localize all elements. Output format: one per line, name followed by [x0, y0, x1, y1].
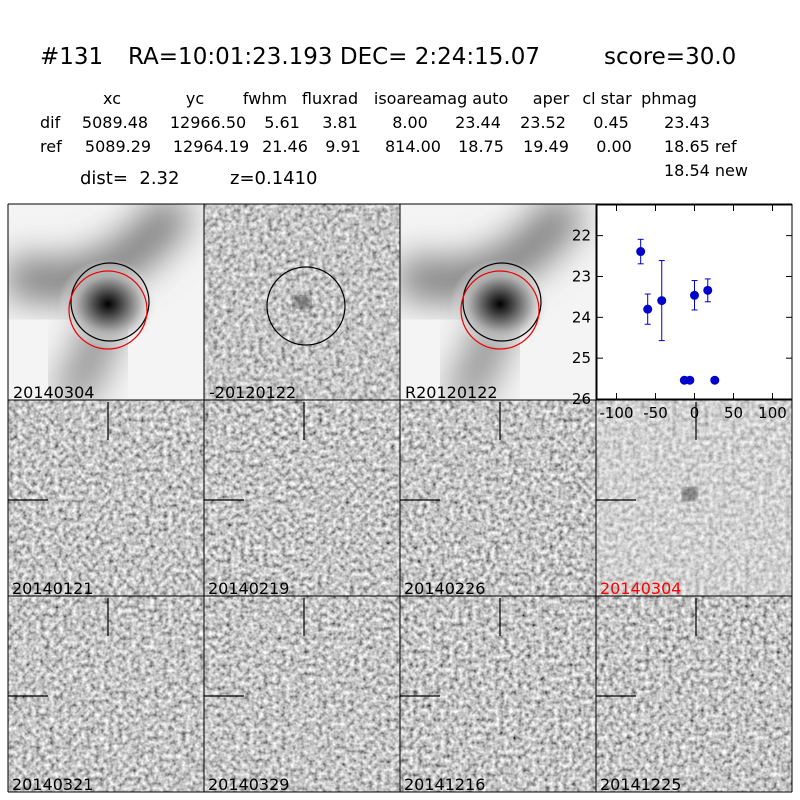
point [685, 375, 695, 385]
noise [204, 400, 400, 596]
stamp [8, 204, 204, 400]
noise [400, 596, 596, 792]
aperture-ref [460, 270, 540, 350]
column-header: fwhm [243, 89, 287, 108]
x-tick-label: -50 [643, 404, 668, 422]
point [710, 375, 720, 385]
y-tick-label: 26 [572, 390, 591, 408]
cell: 3.81 [322, 113, 358, 132]
score: score=30.0 [604, 44, 736, 70]
row-label: ref [40, 137, 62, 156]
stamp [8, 596, 204, 792]
stamp-label: 20140219 [208, 579, 289, 598]
stamp-label: 20141216 [404, 775, 485, 794]
cell: 12964.19 [173, 137, 249, 156]
source [294, 296, 310, 308]
noise [400, 400, 596, 596]
x-tick-label: -100 [599, 404, 633, 422]
row-label: dif [40, 113, 61, 132]
point [657, 296, 667, 306]
stamp-label: 20140321 [12, 775, 93, 794]
cell: 12966.50 [170, 113, 246, 132]
stamp-label: 20140304 [600, 579, 681, 598]
candidate-id: #131 [40, 44, 103, 70]
light-curve: 22 23 24 25 26 -100 -50 0 50 100 [572, 204, 793, 422]
cell: 23.52 [520, 113, 566, 132]
redshift: z=0.1410 [230, 168, 318, 189]
cell: 8.00 [392, 113, 428, 132]
stamp-label: 20141225 [600, 775, 681, 794]
aperture-ref [68, 270, 148, 350]
stamp [400, 596, 596, 792]
aperture [70, 262, 150, 342]
stamp [400, 204, 596, 400]
column-header: mag auto [432, 89, 509, 108]
stamp-label: 20140304 [13, 383, 94, 402]
noise [8, 400, 204, 596]
cell: 21.46 [262, 137, 308, 156]
point [690, 290, 699, 300]
cell: 814.00 [385, 137, 441, 156]
galaxy-core [58, 259, 158, 349]
stamp-label: R20120122 [405, 383, 498, 402]
coordinates: RA=10:01:23.193 DEC= 2:24:15.07 [128, 44, 540, 70]
noise [204, 596, 400, 792]
stamps: 20140304 -20120122 R20120122 20140121 201402… [7, 203, 793, 794]
stamp-label: 20140226 [404, 579, 485, 598]
column-header: phmag [641, 89, 697, 108]
stamp [596, 596, 792, 792]
cell: 18.65 ref [664, 137, 737, 156]
cell: 19.49 [523, 137, 569, 156]
x-tick-label: 0 [690, 404, 700, 422]
column-header: aper [533, 89, 570, 108]
column-header: xc [103, 89, 121, 108]
column-header: cl star [582, 89, 632, 108]
y-tick-label: 25 [572, 349, 591, 367]
stamp-label: 20140121 [12, 579, 93, 598]
header: #131 RA=10:01:23.193 DEC= 2:24:15.07 sco… [40, 44, 748, 189]
source [683, 488, 697, 500]
point [643, 304, 653, 314]
stamp [204, 204, 400, 400]
cell: 9.91 [325, 137, 361, 156]
point [703, 285, 713, 295]
aperture [462, 262, 542, 342]
stamp [204, 400, 400, 596]
cell: 18.75 [458, 137, 504, 156]
y-tick-label: 23 [572, 267, 591, 285]
y-tick-label: 22 [572, 227, 591, 245]
cell: 5089.29 [85, 137, 151, 156]
aperture [266, 266, 346, 346]
noise [596, 596, 792, 792]
y-tick-label: 24 [572, 308, 591, 326]
stamp [204, 596, 400, 792]
cell: 5089.48 [82, 113, 148, 132]
cell: 0.00 [596, 137, 632, 156]
column-header: yc [186, 89, 204, 108]
x-tick-label: 50 [724, 404, 743, 422]
x-tick-label: 100 [758, 404, 787, 422]
phmag-new: 18.54 new [664, 161, 748, 180]
cell: 23.43 [664, 113, 710, 132]
column-header: fluxrad [302, 89, 358, 108]
cell: 0.45 [593, 113, 629, 132]
stamp [400, 400, 596, 596]
column-header: isoarea [374, 89, 432, 108]
stamp [596, 400, 792, 596]
dist: dist= 2.32 [80, 168, 179, 189]
cell: 23.44 [455, 113, 501, 132]
cell: 5.61 [264, 113, 300, 132]
point [636, 247, 646, 257]
noise [8, 596, 204, 792]
stamp-label: 20140329 [208, 775, 289, 794]
stamp [8, 400, 204, 596]
galaxy-core [450, 259, 550, 349]
stamp-label: -20120122 [209, 383, 296, 402]
